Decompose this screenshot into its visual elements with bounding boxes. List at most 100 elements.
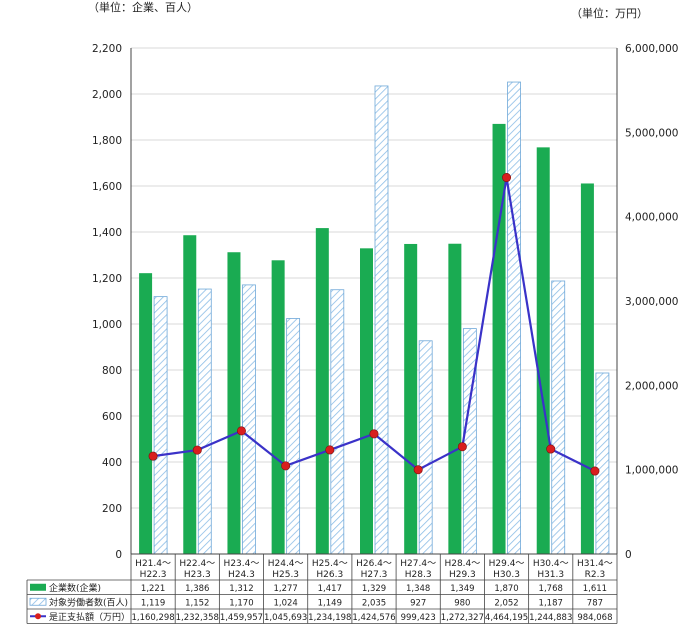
table-value: 2,035 — [362, 598, 386, 608]
left-tick-label: 1,600 — [92, 181, 122, 193]
table-value: 1,424,576 — [352, 613, 395, 623]
table-value: 984,068 — [577, 613, 612, 623]
legend-swatch-company — [30, 583, 46, 591]
axes-layer: 0 200 400 600 800 1,000 1,200 1,400 1,600 1,800 2,… — [92, 43, 679, 561]
x-tick-label: H26.4～ — [356, 559, 392, 569]
left-tick-label: 1,400 — [92, 227, 122, 239]
worker-bar — [551, 280, 566, 555]
data-table: H21.4～H22.3H22.4～H23.3H23.4～H24.3H24.4～H… — [26, 554, 618, 624]
worker-bar — [330, 289, 345, 555]
payment-point — [192, 445, 202, 455]
legend-swatch-workers — [29, 597, 47, 606]
table-value: 1,417 — [318, 584, 342, 594]
worker-bar — [286, 318, 301, 555]
company-bar — [315, 228, 329, 554]
legend-label: 対象労働者数(百人) — [49, 596, 128, 608]
table-value: 980 — [454, 598, 470, 608]
right-tick-label: 1,000,000 — [625, 465, 678, 477]
company-bar — [139, 273, 153, 554]
company-bar — [536, 147, 550, 555]
x-tick-label: H30.4～ — [533, 559, 569, 569]
company-bar — [227, 252, 241, 555]
worker-bar — [507, 81, 521, 555]
line-layer — [148, 173, 600, 476]
table-value: 1,119 — [141, 598, 165, 608]
worker-bar — [418, 340, 433, 555]
x-tick-label: H21.4～ — [135, 559, 171, 569]
worker-bar — [153, 296, 168, 555]
left-tick-label: 1,200 — [92, 273, 122, 285]
worker-bar — [462, 328, 477, 555]
table-value: 1,386 — [185, 584, 209, 594]
left-tick-label: 800 — [102, 365, 122, 377]
x-tick-label: H27.4～ — [400, 559, 436, 569]
payment-point — [457, 442, 467, 452]
x-tick-label: H27.3 — [361, 570, 388, 580]
left-tick-label: 0 — [115, 549, 122, 561]
company-bar — [360, 248, 373, 554]
table-value: 1,459,957 — [220, 613, 263, 623]
x-tick-label: H25.3 — [272, 570, 299, 580]
x-tick-label: H28.4～ — [444, 559, 480, 569]
table-value: 1,277 — [273, 584, 297, 594]
left-tick-label: 2,200 — [92, 43, 122, 55]
payment-point — [413, 465, 423, 475]
x-tick-label: H28.3 — [405, 570, 432, 580]
grid-layer — [131, 47, 617, 509]
right-tick-label: 4,000,000 — [625, 212, 678, 224]
company-bar — [580, 183, 594, 554]
company-bar — [404, 243, 418, 554]
table-value: 1,329 — [362, 584, 386, 594]
x-tick-label: H23.3 — [184, 570, 211, 580]
left-tick-label: 400 — [102, 457, 122, 469]
bars-layer — [139, 81, 610, 555]
left-tick-label: 2,000 — [92, 89, 122, 101]
right-tick-label: 3,000,000 — [625, 296, 678, 308]
x-tick-label: H24.3 — [228, 570, 255, 580]
x-tick-label: H31.4～ — [577, 559, 613, 569]
worker-bar — [242, 284, 256, 555]
table-value: 1,149 — [318, 598, 342, 608]
x-tick-label: H31.3 — [537, 570, 564, 580]
table-value: 999,423 — [401, 613, 436, 623]
left-tick-label: 1,000 — [92, 319, 122, 331]
x-tick-label: H22.3 — [140, 570, 167, 580]
x-tick-label: R2.3 — [585, 570, 606, 580]
payment-point — [590, 466, 600, 476]
left-unit-label: （単位：企業、百人） — [88, 0, 198, 14]
company-bar — [448, 243, 462, 555]
legend-label: 企業数(企業) — [49, 582, 101, 594]
left-tick-label: 1,800 — [92, 135, 122, 147]
table-value: 2,052 — [494, 598, 518, 608]
table-value: 1,312 — [229, 584, 253, 594]
table-value: 1,272,327 — [441, 613, 484, 623]
table-value: 1,870 — [494, 584, 518, 594]
right-unit-label: （単位：万円） — [571, 6, 648, 20]
table-value: 787 — [587, 598, 603, 608]
x-tick-label: H22.4～ — [179, 559, 215, 569]
right-tick-label: 2,000,000 — [625, 380, 678, 392]
company-bar — [271, 260, 285, 554]
table-value: 1,611 — [583, 584, 607, 594]
x-tick-label: H29.3 — [449, 570, 476, 580]
right-tick-label: 6,000,000 — [625, 43, 678, 55]
right-tick-label: 5,000,000 — [625, 127, 678, 139]
x-tick-label: H29.4～ — [489, 559, 525, 569]
legend-marker-payment — [35, 613, 41, 620]
worker-bar — [197, 288, 212, 555]
table-value: 1,170 — [229, 598, 253, 608]
payment-point — [281, 461, 291, 471]
payment-point — [148, 451, 158, 461]
x-tick-label: H23.4～ — [224, 559, 260, 569]
table-value: 927 — [410, 598, 426, 608]
company-bar — [183, 235, 197, 554]
payment-point — [369, 429, 379, 439]
table-value: 4,464,195 — [485, 613, 528, 623]
worker-bar — [595, 372, 610, 555]
table-value: 1,244,883 — [529, 613, 572, 623]
x-tick-label: H30.3 — [493, 570, 520, 580]
payment-point — [236, 426, 246, 436]
company-bar — [492, 123, 506, 555]
